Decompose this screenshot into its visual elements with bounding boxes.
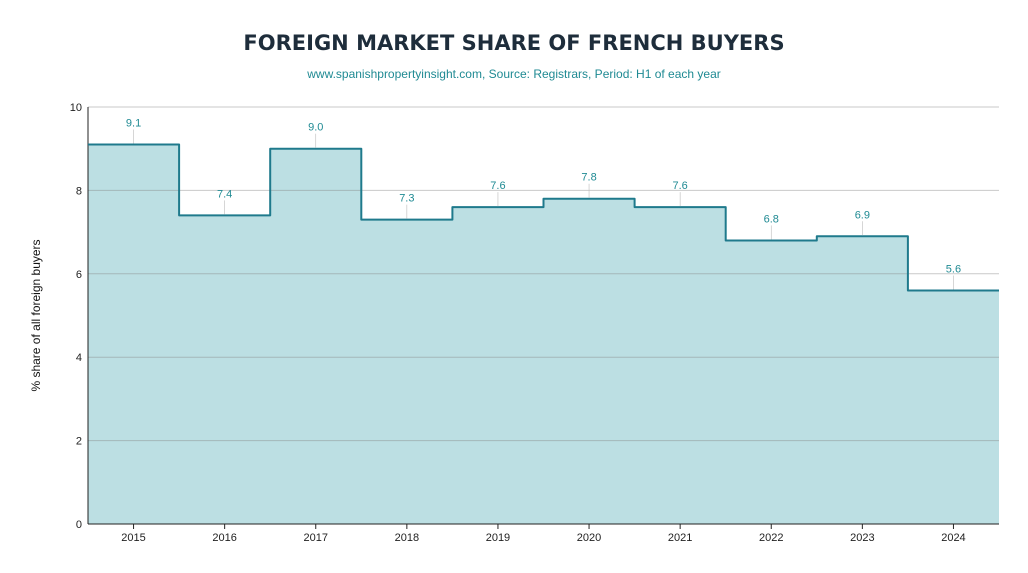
data-label: 7.8 [581,172,596,184]
y-tick-label: 0 [76,519,82,531]
y-tick-label: 4 [76,352,82,364]
x-tick-label: 2019 [486,532,510,544]
data-label: 7.3 [399,193,414,205]
data-label: 7.6 [673,180,688,192]
y-tick-label: 10 [70,102,82,114]
data-label: 7.6 [490,180,505,192]
y-tick-label: 8 [76,185,82,197]
x-tick-label: 2023 [850,532,874,544]
x-tick-label: 2022 [759,532,783,544]
x-tick-label: 2016 [212,532,236,544]
x-tick-label: 2017 [304,532,328,544]
data-label: 5.6 [946,263,961,275]
x-tick-label: 2021 [668,532,692,544]
x-tick-label: 2024 [941,532,965,544]
y-tick-label: 6 [76,269,82,281]
y-tick-label: 2 [76,436,82,448]
data-label: 9.0 [308,122,323,134]
x-tick-label: 2015 [121,532,145,544]
data-label: 7.4 [217,188,232,200]
data-label: 9.1 [126,118,141,130]
x-tick-label: 2018 [395,532,419,544]
chart-title: FOREIGN MARKET SHARE OF FRENCH BUYERS [243,31,785,55]
area-fill [88,144,999,524]
y-axis-title: % share of all foreign buyers [29,239,43,391]
x-tick-label: 2020 [577,532,601,544]
data-label: 6.9 [855,209,870,221]
chart-subtitle: www.spanishpropertyinsight.com, Source: … [307,67,721,81]
data-label: 6.8 [764,213,779,225]
series-line [88,143,999,292]
